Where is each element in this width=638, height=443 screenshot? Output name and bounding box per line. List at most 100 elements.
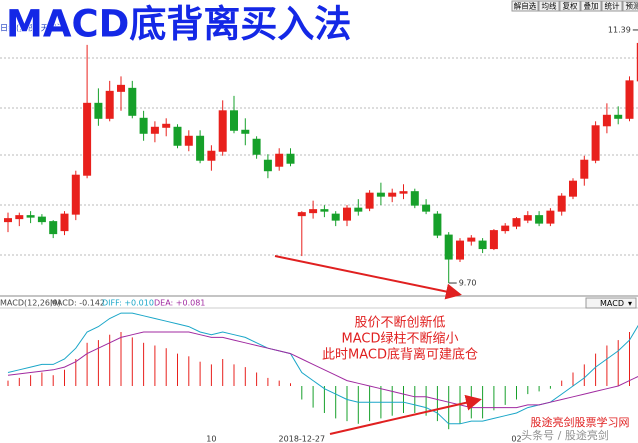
button-frame	[580, 0, 602, 12]
candle-body	[365, 192, 374, 209]
button-frame	[559, 0, 581, 12]
annotation-label: 11.39	[608, 25, 631, 34]
candle-body	[489, 230, 498, 250]
candle-body	[388, 192, 397, 197]
toolbar-button[interactable]: 预测	[622, 0, 638, 12]
annotation-label: 9.70	[459, 279, 477, 288]
watermark: 头条号 / 股途亮剑	[521, 428, 609, 442]
toolbar-button[interactable]: 叠加	[580, 0, 602, 12]
button-frame	[601, 0, 623, 12]
toolbar-button[interactable]: 复权	[559, 0, 581, 12]
candle-body	[26, 215, 35, 218]
candle-body	[399, 191, 408, 194]
candle-body	[580, 159, 589, 179]
candle-body	[331, 213, 340, 221]
button-label[interactable]: 预测	[626, 1, 638, 11]
button-label[interactable]: 均线	[542, 1, 557, 11]
indicator-line	[7, 312, 638, 425]
indicator-line	[7, 331, 638, 409]
toolbar-button[interactable]: 统计	[601, 0, 623, 12]
candle-body	[71, 174, 80, 215]
candle-body	[60, 213, 69, 232]
candle-body	[218, 110, 227, 152]
toolbar-button[interactable]: 解自选	[511, 0, 539, 12]
candle-body	[478, 240, 487, 250]
candle-body	[275, 153, 284, 167]
toolbar: 解自选 均线 复权 叠加 统计 预测	[511, 0, 638, 12]
candle-body	[139, 117, 148, 134]
indicator-value: DEA: +0.081	[154, 299, 205, 308]
candle-body	[94, 102, 103, 119]
candle-body	[422, 204, 431, 212]
candle-body	[117, 84, 125, 92]
candle-body	[433, 213, 442, 236]
candle-body	[591, 125, 600, 161]
note-line: 此时MACD底背离可建底仓	[322, 347, 478, 363]
candle-body	[230, 110, 238, 131]
candle-body	[15, 215, 24, 220]
arrow	[274, 255, 462, 300]
indicator-value: MACD: -0.142	[50, 299, 105, 308]
candle-body	[354, 207, 363, 212]
note-line: MACD绿柱不断缩小	[342, 331, 459, 347]
candle-body	[4, 218, 12, 223]
candle-body	[252, 138, 261, 155]
candle-body	[602, 114, 611, 127]
candle-body	[523, 215, 532, 221]
candle-body	[162, 123, 171, 128]
candle-body	[444, 234, 453, 260]
candle-body	[297, 212, 306, 217]
candle-body	[535, 215, 544, 224]
candle-body	[150, 126, 159, 134]
button-frame	[538, 0, 560, 12]
candle-body	[343, 207, 351, 221]
watermark: 股途亮剑股票学习网	[531, 415, 630, 429]
selector-label[interactable]: MACD	[600, 299, 624, 308]
candle-body	[512, 218, 521, 227]
arrow	[329, 394, 482, 435]
candle-body	[207, 150, 216, 161]
note-line: 股价不断创新低	[354, 315, 445, 331]
candle-body	[105, 90, 114, 119]
candle-body	[196, 135, 205, 161]
candle-body	[376, 192, 385, 197]
candle-body	[241, 129, 250, 134]
title: MACD底背离买入法	[6, 3, 351, 46]
button-label[interactable]: 复权	[563, 1, 578, 11]
candle-body	[49, 221, 58, 235]
x-tick-label: 10	[206, 435, 216, 443]
candle-body	[263, 159, 272, 172]
candle-body	[501, 225, 510, 232]
candle-body	[128, 87, 137, 116]
button-label[interactable]: 统计	[605, 1, 620, 11]
candle-body	[309, 209, 318, 214]
candle-body	[184, 135, 193, 146]
candle-body	[286, 153, 295, 164]
button-label[interactable]: 解自选	[514, 1, 537, 11]
button-label[interactable]: 叠加	[584, 1, 599, 11]
toolbar-button[interactable]: 均线	[538, 0, 560, 12]
dropdown-arrow[interactable]: ▾	[628, 299, 632, 308]
candle-body	[37, 216, 46, 223]
macd-selector[interactable]: MACD ▾	[585, 297, 637, 309]
candle-body	[410, 191, 419, 206]
x-tick-label: 02	[511, 435, 521, 443]
candle-body	[625, 80, 634, 119]
candle-body	[83, 102, 92, 176]
candle-body	[320, 209, 329, 212]
header: 日线(复权) 天津港	[0, 23, 65, 33]
candle-body	[467, 237, 476, 242]
x-tick-label: 2018-12-27	[279, 435, 326, 443]
indicator-name: MACD(12,26,9)	[0, 299, 61, 308]
candle-body	[614, 114, 623, 119]
candle-body	[546, 210, 555, 224]
candle-body	[173, 126, 182, 146]
candle-body	[456, 240, 464, 260]
candle-body	[557, 195, 566, 212]
candle-body	[569, 180, 577, 197]
button-frame	[622, 0, 638, 12]
button-frame	[511, 0, 539, 12]
